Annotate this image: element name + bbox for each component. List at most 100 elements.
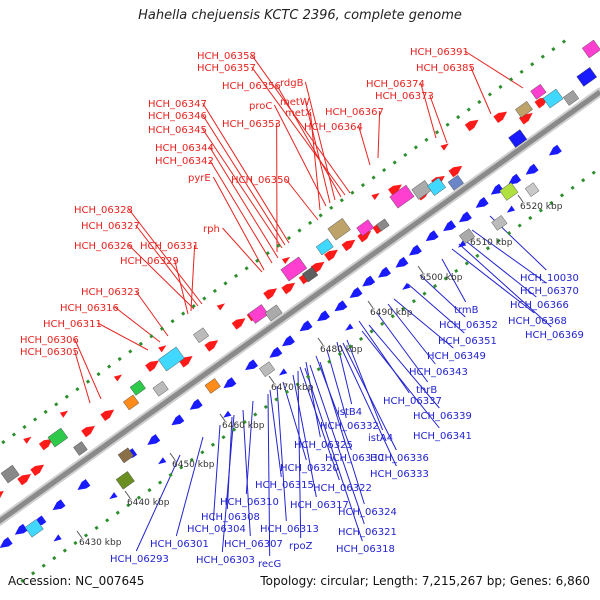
feature-block <box>581 39 600 59</box>
track-dot <box>411 299 417 304</box>
fwd-gene-label: metW <box>280 97 310 108</box>
fwd-gene-label: HCH_06356 <box>222 81 281 92</box>
fwd-label-leader <box>285 178 319 221</box>
rev-gene-label: HCH_06320 <box>280 463 339 474</box>
track-dot <box>284 389 290 394</box>
feature-block <box>123 394 140 411</box>
feature-block <box>576 67 598 87</box>
fwd-gene-label: HCH_06342 <box>155 156 214 167</box>
track-dot <box>221 435 226 440</box>
track-dot <box>265 251 270 256</box>
rev-gene-label: HCH_06341 <box>413 431 472 442</box>
ruler-tick <box>124 490 131 499</box>
rev-label-leader <box>336 341 353 405</box>
track-dot <box>96 372 101 377</box>
track-dot <box>432 283 438 289</box>
ruler-tick-label: 6500 kbp <box>420 273 463 283</box>
rev-gene-label: HCH_06349 <box>427 351 486 362</box>
feature-block <box>259 361 276 378</box>
reverse-gene-arrow <box>443 220 457 232</box>
forward-gene-arrow <box>30 464 45 477</box>
fwd-label-leader <box>135 224 199 307</box>
fwd-label-leader <box>97 322 149 351</box>
rev-gene-label: HCH_06325 <box>294 440 353 451</box>
reverse-gene-arrow <box>223 410 232 418</box>
rev-label-leader <box>419 274 466 318</box>
rev-gene-label: HCH_06307 <box>224 539 283 550</box>
reverse-gene-arrow <box>525 163 539 175</box>
feature-block <box>411 180 432 200</box>
fwd-label-leader <box>358 125 371 166</box>
feature-block <box>280 256 308 282</box>
reverse-gene-arrow <box>223 377 237 389</box>
ruler-tick <box>76 530 83 539</box>
ruler-tick-label: 6430 kbp <box>79 538 122 548</box>
forward-gene-arrow <box>17 473 32 486</box>
ruler-tick <box>367 300 374 309</box>
rev-gene-label: trmB <box>454 305 479 316</box>
track-dot <box>255 258 260 263</box>
track-dot <box>382 167 387 173</box>
fwd-label-leader <box>251 54 351 194</box>
forward-gene-arrow <box>448 165 463 178</box>
rev-gene-label: HCH_06352 <box>439 320 498 331</box>
track-dot <box>413 145 418 150</box>
reverse-gene-arrow <box>425 230 439 242</box>
fwd-gene-label: HCH_06364 <box>304 122 363 133</box>
track-dot <box>477 99 482 105</box>
track-dot <box>466 107 471 112</box>
forward-gene-arrow <box>216 303 226 311</box>
track-dot <box>581 178 586 183</box>
fwd-gene-label: metX <box>285 108 312 119</box>
track-dot <box>570 185 575 190</box>
track-dot <box>64 394 69 399</box>
track-dot <box>297 228 302 233</box>
rev-gene-label: HCH_06351 <box>438 336 497 347</box>
fwd-label-leader <box>377 110 381 159</box>
feature-block <box>427 177 447 196</box>
track-dot <box>327 359 332 364</box>
reverse-gene-arrow <box>158 457 167 465</box>
track-dot <box>32 417 38 422</box>
track-dot <box>295 382 300 387</box>
track-dot <box>83 533 89 538</box>
forward-gene-arrow <box>324 249 338 262</box>
rev-gene-label: HCH_06313 <box>260 524 319 535</box>
forward-gene-arrow <box>388 184 402 196</box>
reverse-gene-arrow <box>362 275 376 287</box>
rev-gene-label: HCH_06337 <box>383 396 442 407</box>
track-dot <box>85 379 91 384</box>
rev-label-leader <box>267 393 271 557</box>
feature-block <box>24 519 44 538</box>
fwd-label-leader <box>202 114 286 246</box>
track-dot <box>358 336 364 342</box>
rev-label-leader <box>441 258 467 303</box>
rev-label-leader <box>212 424 221 522</box>
track-dot <box>253 412 258 417</box>
fwd-gene-label: HCH_06328 <box>74 205 133 216</box>
track-dot <box>75 387 80 392</box>
rev-gene-label: HCH_06339 <box>413 411 472 422</box>
rev-gene-label: istB4 <box>337 407 362 418</box>
rev-gene-label: thrB <box>416 385 437 396</box>
rev-gene-label: HCH_06332 <box>320 421 379 432</box>
track-dot <box>168 472 173 478</box>
track-dot <box>316 367 321 372</box>
kbp-ruler: 6430 kbp 6440 kbp 6450 kbp 6460 kbp 6470 kbp… <box>76 194 563 548</box>
reverse-gene-arrow <box>402 282 411 290</box>
feature-block <box>129 379 146 396</box>
track-dot <box>20 578 25 583</box>
reverse-gene-arrow <box>345 323 354 331</box>
fwd-label-leader <box>464 50 524 89</box>
rev-gene-label: HCH_06317 <box>290 500 349 511</box>
track-dot <box>274 397 279 402</box>
feature-block <box>447 174 464 191</box>
rev-label-leader <box>304 367 363 542</box>
track-dot <box>454 268 459 274</box>
track-dot <box>496 238 501 243</box>
reverse-gene-arrow <box>506 205 516 213</box>
track-dot <box>443 276 448 281</box>
fwd-gene-label: HCH_06327 <box>81 221 140 232</box>
forward-gene-arrow <box>38 438 53 451</box>
forward-gene-arrow <box>263 288 277 300</box>
